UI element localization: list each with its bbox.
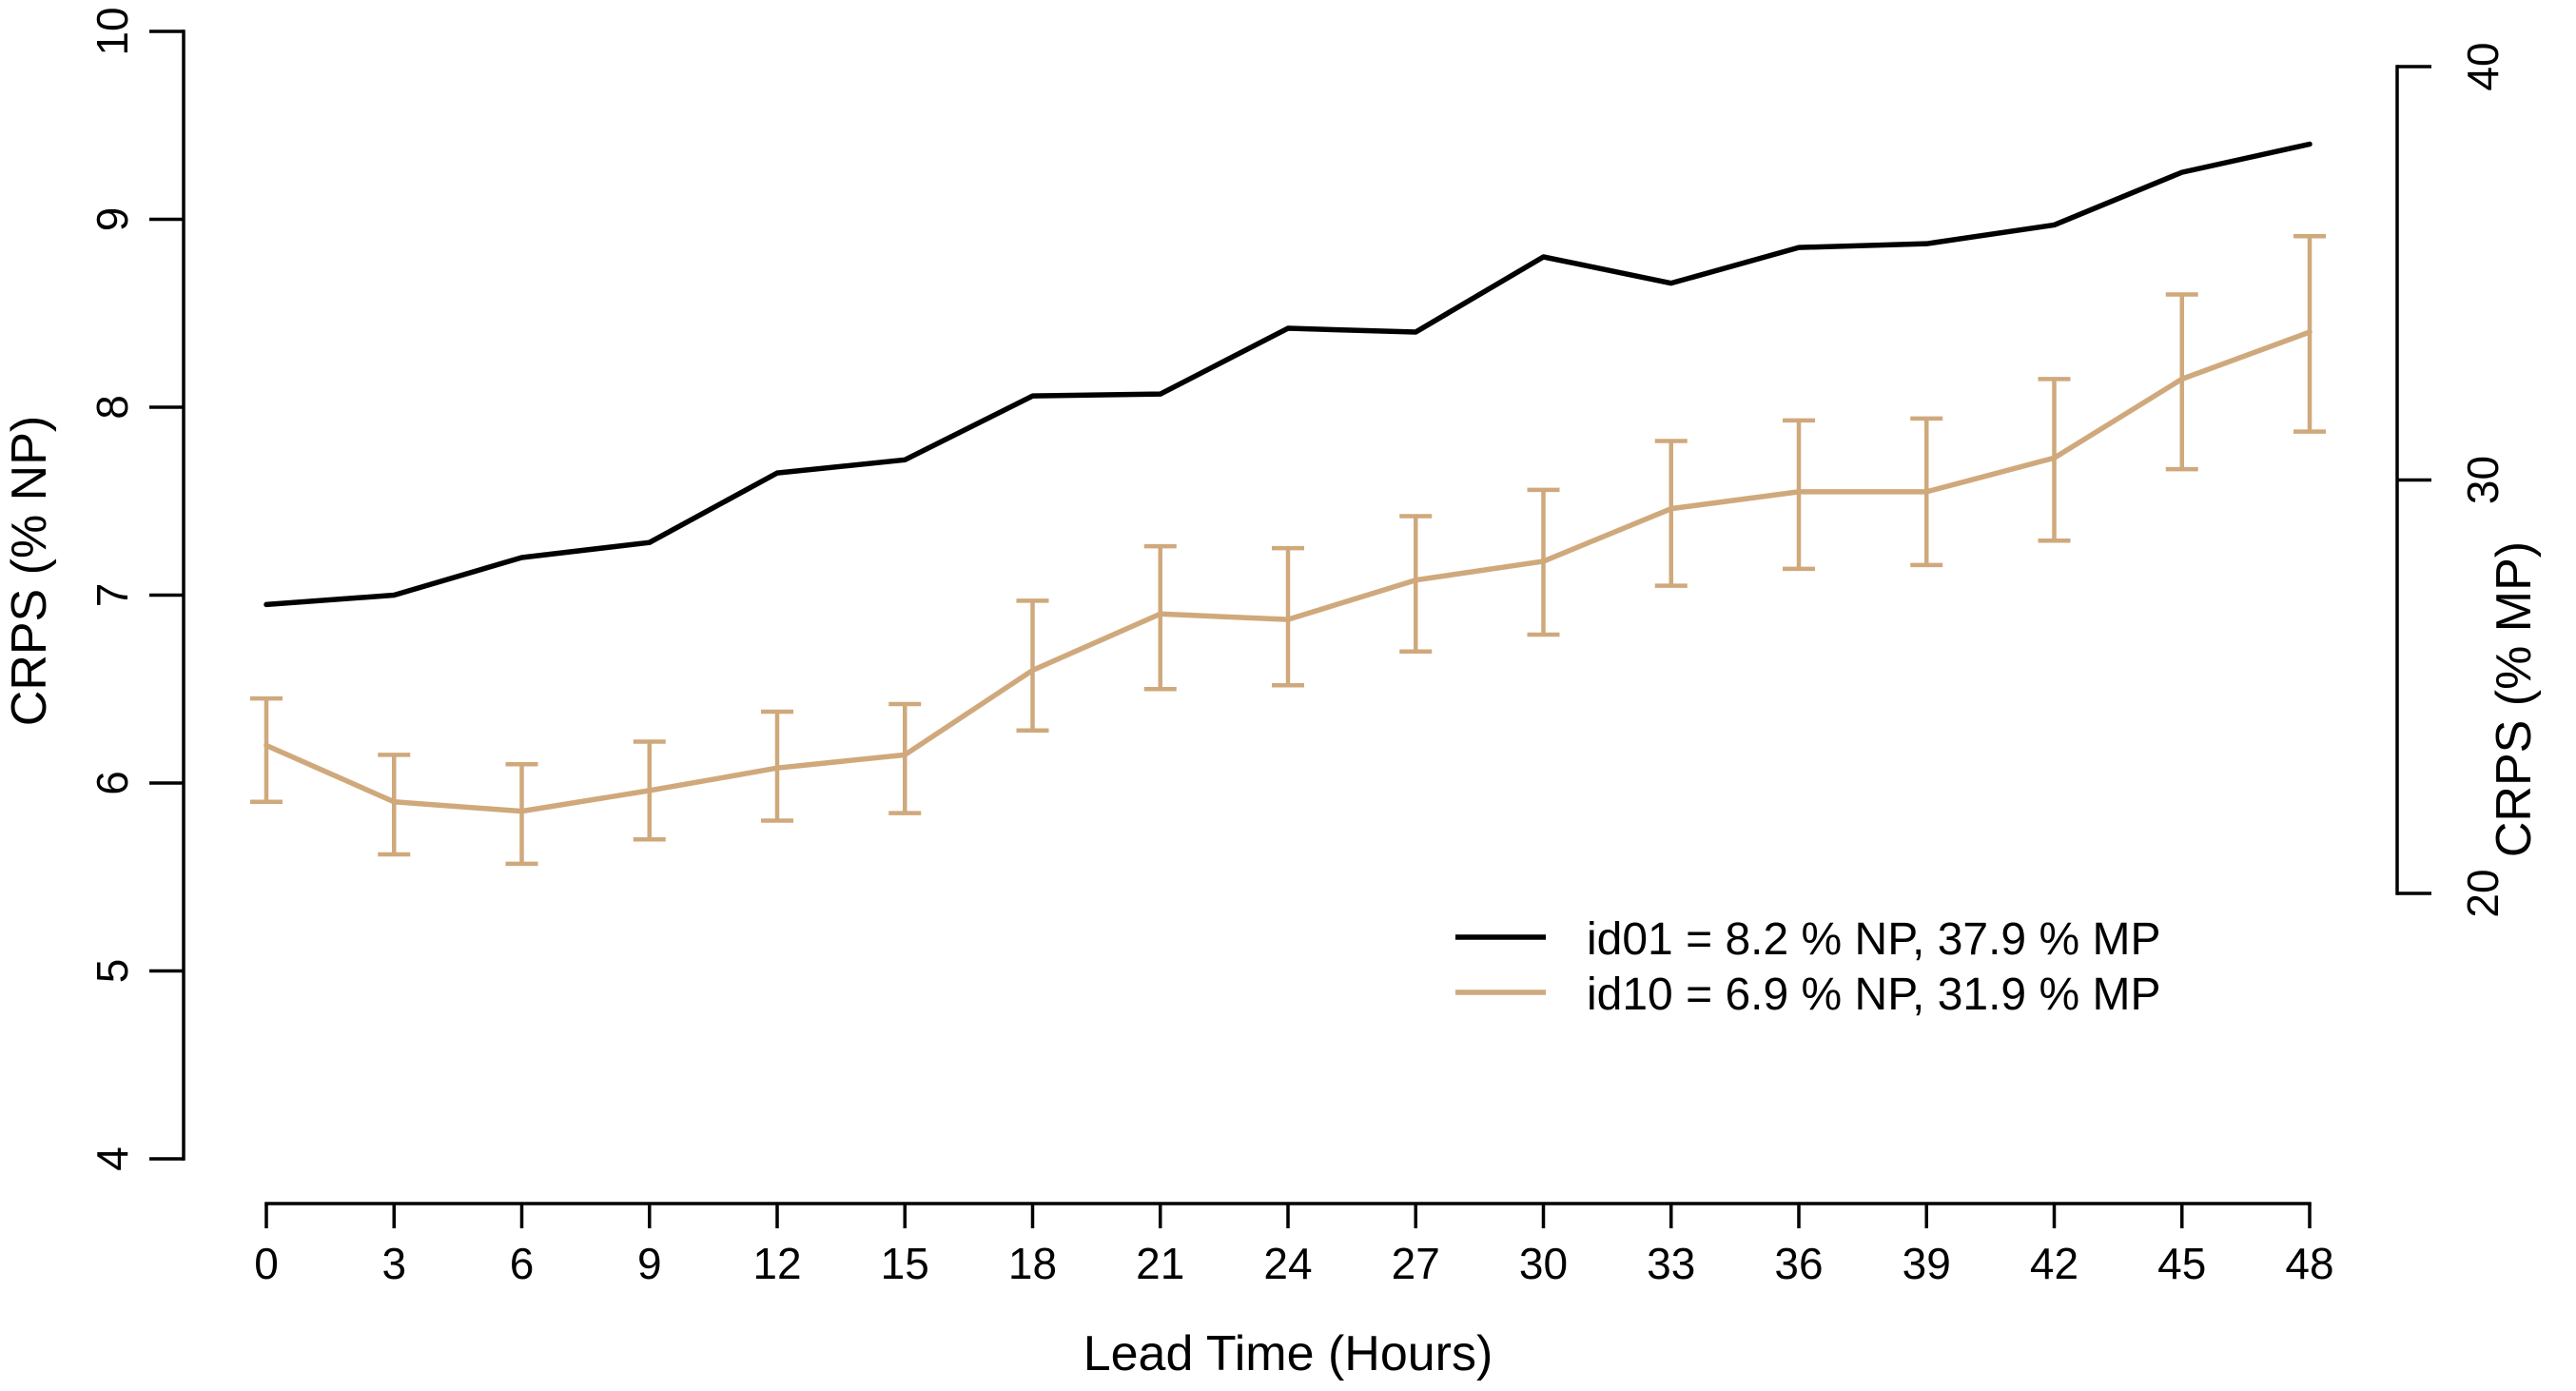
x-axis-tick-label: 27 (1392, 1239, 1440, 1288)
right-axis-tick-label: 20 (2458, 869, 2508, 917)
error-bar-id10-33h (1654, 439, 1688, 588)
x-axis-tick-label: 21 (1136, 1239, 1184, 1288)
right-axis-tick-label: 30 (2458, 456, 2508, 504)
x-axis-tick-label: 30 (1519, 1239, 1568, 1288)
error-bar-id10-0h (250, 696, 283, 804)
x-axis-tick-label: 15 (881, 1239, 929, 1288)
left-axis-tick-label: 4 (88, 1146, 137, 1171)
x-axis-tick-label: 42 (2030, 1239, 2078, 1288)
x-axis-tick-label: 0 (254, 1239, 279, 1288)
x-axis-tick-label: 12 (752, 1239, 801, 1288)
x-axis-tick-label: 45 (2157, 1239, 2206, 1288)
series-id10-line (263, 329, 2313, 814)
left-axis-tick-label: 6 (88, 771, 137, 795)
left-axis-tick-label: 8 (88, 395, 137, 420)
left-axis-tick-label: 5 (88, 959, 137, 984)
x-axis-title: Lead Time (Hours) (1083, 1326, 1493, 1381)
x-axis-tick-label: 24 (1263, 1239, 1312, 1288)
left-axis-tick-label: 10 (88, 7, 137, 55)
error-bar-id10-3h (378, 753, 411, 857)
x-axis-tick-label: 36 (1774, 1239, 1823, 1288)
x-axis-tick-label: 39 (1903, 1239, 1951, 1288)
right-axis-tick-label: 40 (2458, 42, 2508, 90)
x-axis-tick-label: 6 (510, 1239, 535, 1288)
error-bar-id10-36h (1783, 418, 1815, 572)
right-axis-title: CRPS (% MP) (2487, 541, 2542, 857)
left-axis-title: CRPS (% NP) (2, 416, 57, 726)
x-axis-tick-label: 48 (2285, 1239, 2333, 1288)
legend-label-id10: id10 = 6.9 % NP, 31.9 % MP (1587, 970, 2160, 1020)
left-axis-tick-label: 9 (88, 207, 137, 232)
left-axis-tick-label: 7 (88, 583, 137, 608)
error-bar-id10-18h (1016, 598, 1049, 733)
x-axis-tick-label: 9 (637, 1239, 662, 1288)
error-bar-id10-21h (1143, 543, 1177, 692)
x-axis-tick-label: 18 (1008, 1239, 1057, 1288)
error-bar-id10-15h (888, 701, 922, 815)
error-bar-id10-24h (1272, 545, 1304, 688)
error-bar-id10-27h (1399, 514, 1433, 654)
legend-label-id01: id01 = 8.2 % NP, 37.9 % MP (1587, 914, 2160, 965)
legend: id01 = 8.2 % NP, 37.9 % MP id10 = 6.9 % … (1455, 914, 2160, 1020)
error-bar-id10-6h (505, 762, 538, 867)
x-axis-tick-label: 33 (1647, 1239, 1695, 1288)
series-id01-line (263, 141, 2313, 608)
x-axis-tick-label: 3 (381, 1239, 406, 1288)
series-layer (250, 141, 2326, 867)
